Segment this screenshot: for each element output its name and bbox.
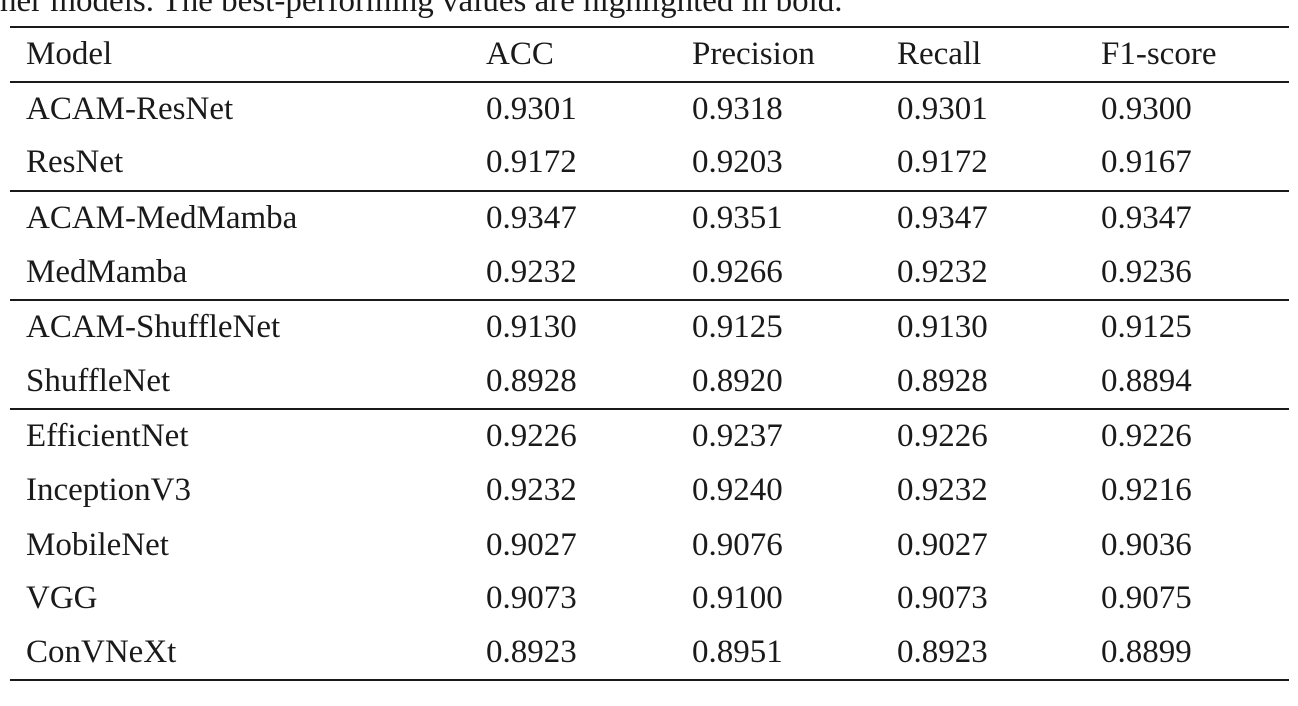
precision-cell: 0.9318 [692, 91, 783, 127]
model-name-cell: ACAM-ResNet [26, 91, 234, 127]
header-row: Model ACC Precision Recall F1-score [0, 34, 1298, 74]
f1-score-cell: 0.9300 [1101, 91, 1192, 127]
recall-cell: 0.9232 [897, 254, 988, 290]
recall-cell: 0.9232 [897, 472, 988, 508]
table-caption: her models. The best-performing values a… [0, 0, 843, 19]
precision-cell: 0.9240 [692, 472, 783, 508]
precision-cell: 0.9351 [692, 200, 783, 236]
table-row: ShuffleNet 0.8928 0.8920 0.8928 0.8894 [0, 361, 1298, 401]
recall-cell: 0.9130 [897, 309, 988, 345]
model-name-cell: VGG [26, 580, 98, 616]
acc-cell: 0.9172 [486, 144, 577, 180]
top-rule [10, 26, 1289, 28]
f1-score-cell: 0.8894 [1101, 363, 1192, 399]
table-row: MedMamba 0.9232 0.9266 0.9232 0.9236 [0, 252, 1298, 292]
precision-cell: 0.9203 [692, 144, 783, 180]
f1-score-cell: 0.9167 [1101, 144, 1192, 180]
acc-cell: 0.8923 [486, 634, 577, 670]
recall-cell: 0.9226 [897, 418, 988, 454]
table-row: ACAM-MedMamba 0.9347 0.9351 0.9347 0.934… [0, 198, 1298, 238]
f1-score-cell: 0.8899 [1101, 634, 1192, 670]
acc-cell: 0.9347 [486, 200, 577, 236]
recall-cell: 0.9027 [897, 527, 988, 563]
bottom-rule [10, 679, 1289, 681]
precision-cell: 0.9266 [692, 254, 783, 290]
acc-cell: 0.9232 [486, 254, 577, 290]
f1-score-cell: 0.9125 [1101, 309, 1192, 345]
group-divider [10, 190, 1289, 192]
column-header-model: Model [26, 36, 113, 72]
table-row: MobileNet 0.9027 0.9076 0.9027 0.9036 [0, 525, 1298, 565]
acc-cell: 0.9301 [486, 91, 577, 127]
recall-cell: 0.8923 [897, 634, 988, 670]
model-name-cell: ACAM-MedMamba [26, 200, 298, 236]
group-divider [10, 408, 1289, 410]
recall-cell: 0.9073 [897, 580, 988, 616]
f1-score-cell: 0.9075 [1101, 580, 1192, 616]
model-name-cell: MobileNet [26, 527, 169, 563]
f1-score-cell: 0.9226 [1101, 418, 1192, 454]
table-row: ResNet 0.9172 0.9203 0.9172 0.9167 [0, 142, 1298, 182]
header-rule [10, 81, 1289, 83]
table-row: ConVNeXt 0.8923 0.8951 0.8923 0.8899 [0, 632, 1298, 672]
acc-cell: 0.9232 [486, 472, 577, 508]
model-name-cell: InceptionV3 [26, 472, 191, 508]
column-header-acc: ACC [486, 36, 554, 72]
acc-cell: 0.9073 [486, 580, 577, 616]
model-name-cell: EfficientNet [26, 418, 189, 454]
precision-cell: 0.9100 [692, 580, 783, 616]
f1-score-cell: 0.9236 [1101, 254, 1192, 290]
acc-cell: 0.9226 [486, 418, 577, 454]
recall-cell: 0.9347 [897, 200, 988, 236]
acc-cell: 0.9130 [486, 309, 577, 345]
model-name-cell: MedMamba [26, 254, 188, 290]
precision-cell: 0.9125 [692, 309, 783, 345]
model-name-cell: ACAM-ShuffleNet [26, 309, 281, 345]
recall-cell: 0.8928 [897, 363, 988, 399]
precision-cell: 0.9076 [692, 527, 783, 563]
precision-cell: 0.8951 [692, 634, 783, 670]
column-header-recall: Recall [897, 36, 982, 72]
column-header-f1-score: F1-score [1101, 36, 1217, 72]
table-row: InceptionV3 0.9232 0.9240 0.9232 0.9216 [0, 470, 1298, 510]
table-row: ACAM-ResNet 0.9301 0.9318 0.9301 0.9300 [0, 89, 1298, 129]
acc-cell: 0.9027 [486, 527, 577, 563]
model-name-cell: ResNet [26, 144, 124, 180]
f1-score-cell: 0.9347 [1101, 200, 1192, 236]
table-row: ACAM-ShuffleNet 0.9130 0.9125 0.9130 0.9… [0, 307, 1298, 347]
acc-cell: 0.8928 [486, 363, 577, 399]
precision-cell: 0.9237 [692, 418, 783, 454]
recall-cell: 0.9301 [897, 91, 988, 127]
model-name-cell: ShuffleNet [26, 363, 171, 399]
group-divider [10, 299, 1289, 301]
column-header-precision: Precision [692, 36, 815, 72]
recall-cell: 0.9172 [897, 144, 988, 180]
f1-score-cell: 0.9216 [1101, 472, 1192, 508]
model-name-cell: ConVNeXt [26, 634, 177, 670]
table-row: VGG 0.9073 0.9100 0.9073 0.9075 [0, 578, 1298, 618]
f1-score-cell: 0.9036 [1101, 527, 1192, 563]
table-row: EfficientNet 0.9226 0.9237 0.9226 0.9226 [0, 416, 1298, 456]
precision-cell: 0.8920 [692, 363, 783, 399]
